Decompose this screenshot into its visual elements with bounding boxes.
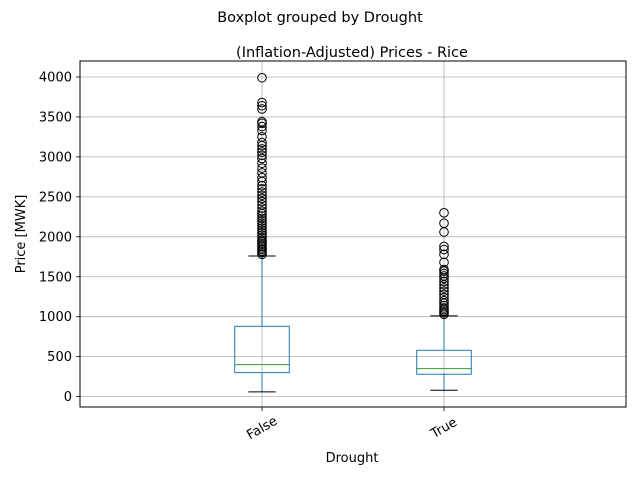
outlier-point — [257, 184, 267, 194]
outlier-point — [439, 257, 449, 268]
x-tick-label: True — [428, 415, 460, 442]
outlier-point — [439, 292, 449, 303]
outlier-point — [257, 121, 267, 132]
outlier-point — [257, 150, 267, 161]
boxes — [234, 72, 472, 393]
outlier-point — [257, 97, 267, 108]
outlier-point — [439, 268, 449, 279]
y-tick-label: 1500 — [39, 270, 72, 285]
outlier-point — [439, 218, 449, 229]
outlier-point — [439, 303, 449, 313]
box-group-true — [416, 208, 472, 391]
outlier-point — [257, 187, 267, 197]
x-tick-label: False — [244, 414, 280, 443]
outlier-point — [439, 286, 449, 296]
outlier-point — [439, 264, 449, 275]
outlier-point — [257, 203, 267, 213]
outlier-point — [257, 144, 267, 154]
iqr-box — [234, 325, 290, 374]
outlier-point — [257, 196, 267, 207]
outlier-point — [257, 235, 267, 245]
y-axis-label: Price [MWK] — [14, 195, 29, 274]
outlier-point — [257, 228, 267, 238]
outlier-point — [257, 137, 267, 148]
outlier-point — [257, 216, 267, 226]
outlier-point — [257, 72, 267, 83]
outlier-point — [257, 168, 267, 178]
outlier-point — [257, 147, 267, 157]
outlier-point — [439, 300, 449, 311]
chart-suptitle: Boxplot grouped by Drought — [217, 10, 423, 26]
outlier-point — [439, 295, 449, 306]
x-axis-label: Drought — [326, 451, 379, 466]
outlier-point — [257, 200, 267, 210]
outlier-point — [257, 163, 267, 173]
outlier-point — [257, 190, 267, 201]
plot-area-frame — [79, 60, 627, 408]
outlier-point — [257, 211, 267, 221]
outlier-point — [257, 218, 267, 229]
outlier-point — [257, 230, 267, 240]
outlier-point — [439, 208, 449, 218]
outlier-point — [439, 244, 449, 255]
outlier-point — [439, 276, 449, 287]
y-tick-label: 2000 — [39, 230, 72, 245]
outlier-point — [439, 289, 449, 300]
outlier-point — [257, 172, 267, 183]
x-axis-ticks: False True — [244, 407, 460, 443]
outlier-point — [439, 283, 449, 293]
chart-title: (Inflation-Adjusted) Prices - Rice — [236, 45, 468, 61]
outlier-point — [257, 132, 267, 142]
outlier-point — [257, 193, 267, 204]
outlier-point — [257, 206, 267, 217]
y-tick-label: 0 — [64, 390, 72, 405]
outlier-point — [257, 100, 267, 111]
y-tick-label: 500 — [47, 350, 72, 365]
outlier-point — [257, 232, 267, 243]
outlier-point — [257, 180, 267, 191]
outlier-point — [439, 249, 449, 260]
outlier-point — [257, 223, 267, 233]
box-group-false — [234, 72, 290, 393]
grid-lines — [80, 61, 626, 407]
outlier-point — [257, 225, 267, 236]
y-tick-label: 4000 — [39, 70, 72, 85]
y-tick-label: 2500 — [39, 190, 72, 205]
outlier-point — [439, 241, 449, 252]
outlier-point — [257, 116, 267, 127]
outlier-point — [257, 104, 267, 114]
y-tick-label: 3500 — [39, 110, 72, 125]
y-axis-ticks: 0 500 1000 1500 2000 2500 3000 3500 4000 — [39, 70, 80, 405]
outlier-point — [257, 213, 267, 224]
y-tick-label: 1000 — [39, 310, 72, 325]
iqr-box — [416, 349, 472, 375]
outlier-point — [257, 220, 267, 231]
outlier-point — [257, 153, 267, 164]
outlier-point — [257, 158, 267, 169]
y-tick-label: 3000 — [39, 150, 72, 165]
outlier-point — [439, 271, 449, 281]
